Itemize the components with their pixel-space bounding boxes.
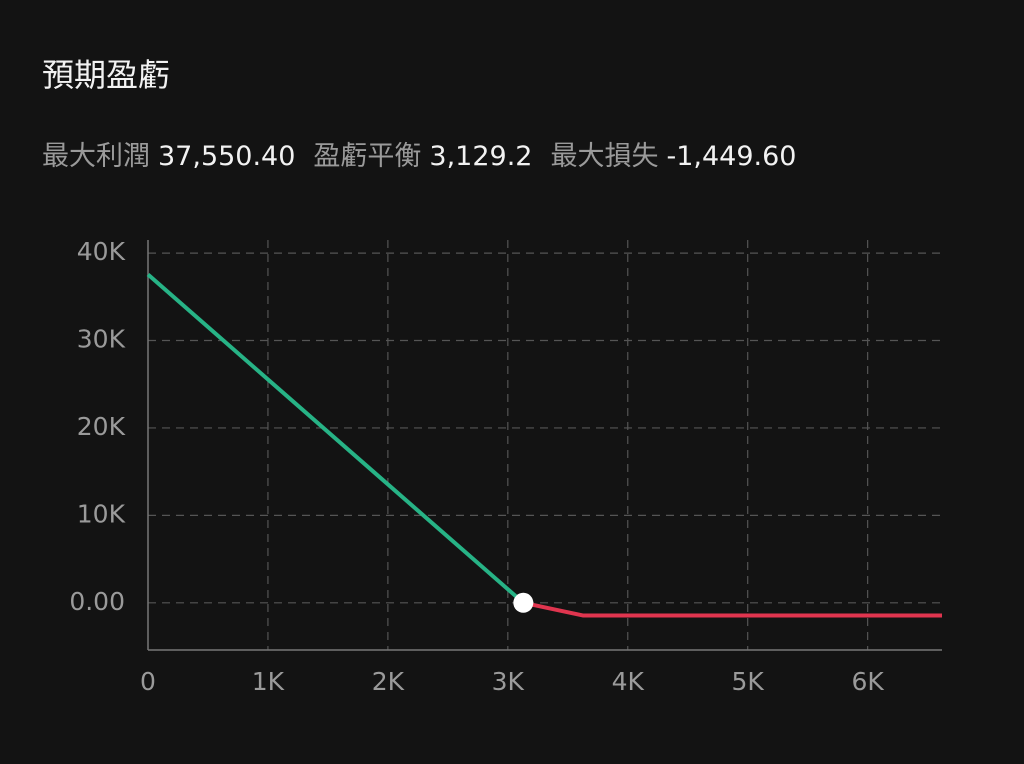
stat-value: 37,550.40 <box>158 141 296 172</box>
stat-label: 最大利潤 <box>42 141 150 172</box>
x-tick-label: 1K <box>252 667 285 696</box>
breakeven-marker <box>513 592 534 613</box>
x-tick-label: 4K <box>612 667 645 696</box>
y-tick-label: 0.00 <box>69 587 125 616</box>
stat-value: 3,129.2 <box>429 141 533 172</box>
stat: 最大損失 -1,449.60 <box>550 134 796 173</box>
y-tick-label: 20K <box>77 412 126 441</box>
x-tick-label: 6K <box>851 667 884 696</box>
stat-value: -1,449.60 <box>666 141 797 172</box>
line <box>146 273 525 605</box>
x-tick-label: 2K <box>372 667 405 696</box>
y-tick-label: 30K <box>77 325 126 354</box>
stat-label: 盈虧平衡 <box>313 141 422 172</box>
x-tick-label: 5K <box>732 667 765 696</box>
stat: 盈虧平衡 3,129.2 <box>313 134 532 173</box>
title: 預期盈虧 <box>42 56 171 94</box>
y-tick-label: 40K <box>77 237 126 266</box>
stats: 最大利潤 37,550.40 盈虧平衡 3,129.2 最大損失 -1,449.60 <box>42 134 796 173</box>
stat: 最大利潤 37,550.40 <box>42 134 295 173</box>
y-tick-label: 10K <box>77 499 126 528</box>
x-tick-label: 3K <box>492 667 525 696</box>
stat-label: 最大損失 <box>550 141 659 172</box>
x-tick-label: 0 <box>140 667 156 696</box>
line <box>522 600 942 618</box>
